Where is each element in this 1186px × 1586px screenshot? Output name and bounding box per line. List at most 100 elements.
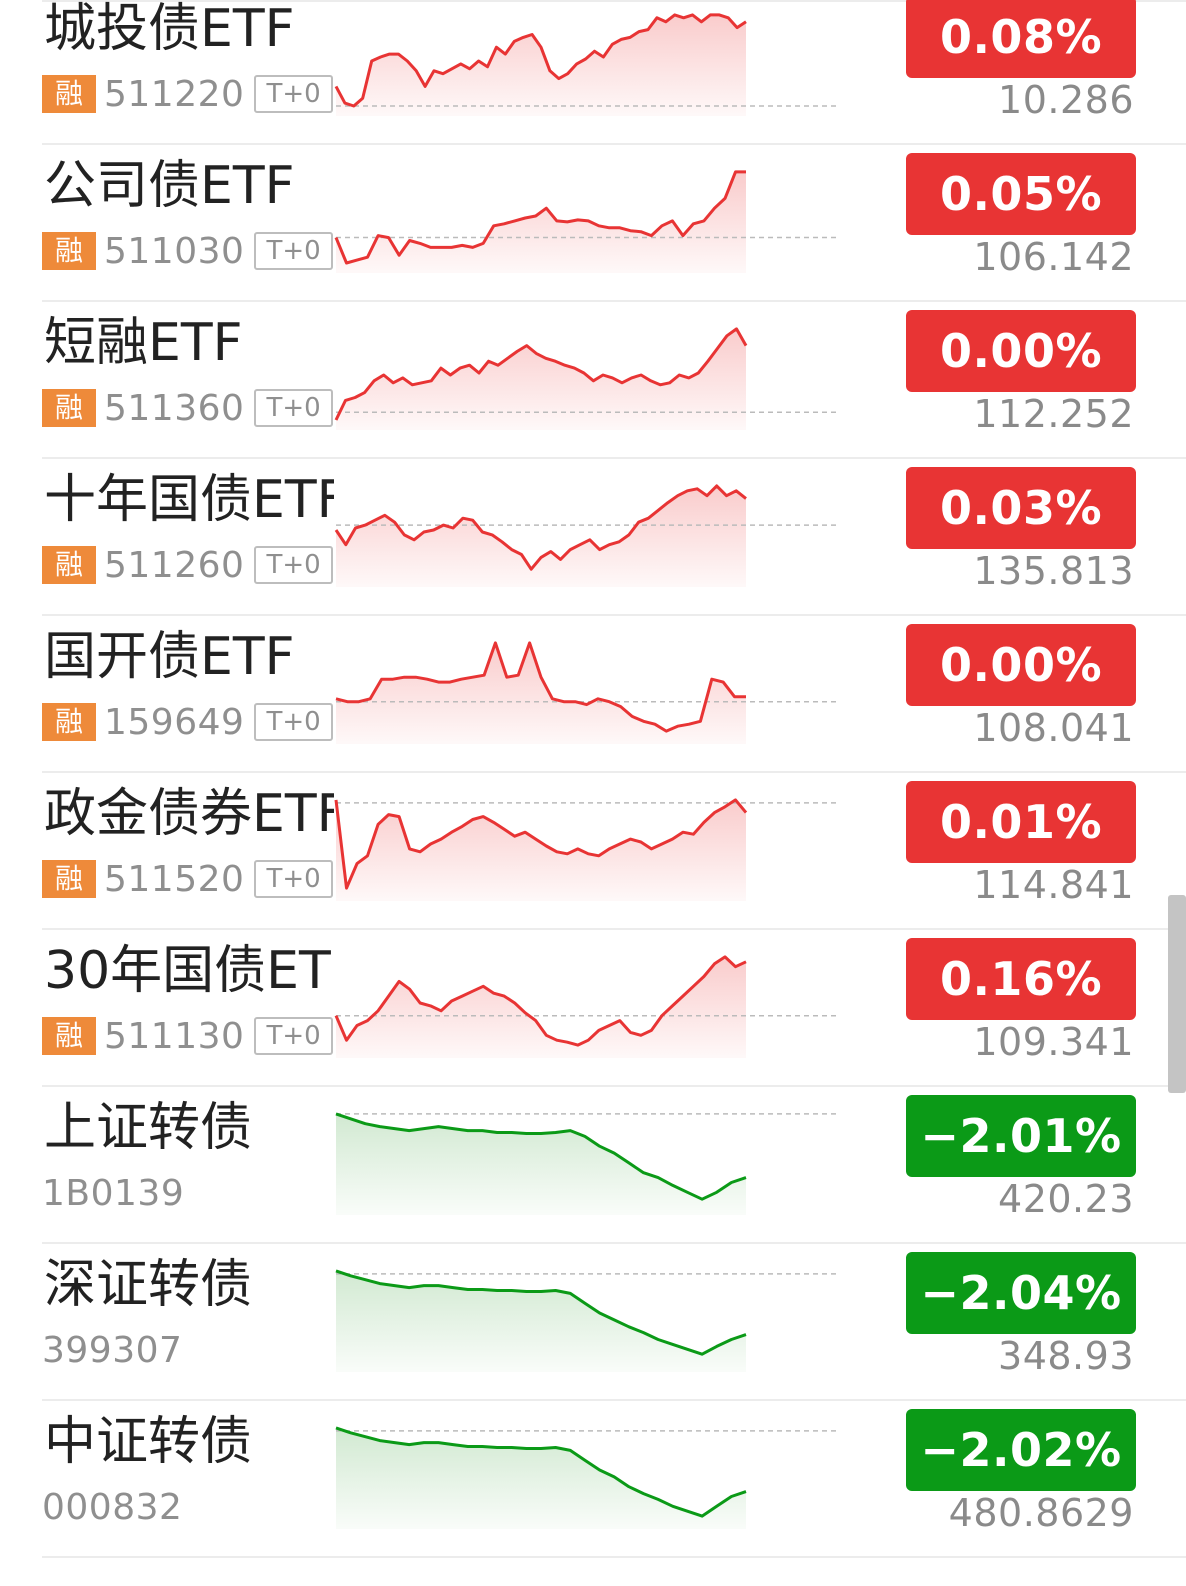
settlement-tag: T+0: [254, 232, 333, 270]
change-percent-badge[interactable]: 0.00%: [906, 624, 1136, 706]
fund-row[interactable]: 城投债ETF 融 511220 T+0 0.08% 10.286: [0, 0, 1186, 145]
fund-name: 30年国债ET…: [44, 941, 334, 1001]
settlement-tag: T+0: [254, 75, 333, 113]
sparkline-area: [336, 799, 746, 901]
sparkline-line: [334, 170, 746, 265]
row-divider: [42, 1242, 1186, 1244]
fund-code: 399307: [42, 1329, 183, 1371]
change-percent-badge[interactable]: 0.16%: [906, 938, 1136, 1020]
fund-meta: 融 511220 T+0: [42, 72, 333, 116]
sparkline-line: [335, 1112, 747, 1201]
last-price: 106.142: [973, 235, 1134, 279]
row-divider: [42, 457, 1186, 459]
fund-row[interactable]: 公司债ETF 融 511030 T+0 0.05% 106.142: [0, 145, 1186, 302]
row-divider: [42, 1399, 1186, 1401]
fund-meta: 融 159649 T+0: [42, 700, 333, 744]
fund-meta: 融 511130 T+0: [42, 1014, 333, 1058]
sparkline-chart: [334, 13, 838, 116]
fund-meta: 399307: [42, 1328, 192, 1372]
top-divider: [42, 0, 1186, 2]
fund-meta: 融 511260 T+0: [42, 543, 333, 587]
change-percent-badge[interactable]: −2.01%: [906, 1095, 1136, 1177]
change-percent-badge[interactable]: 0.00%: [906, 310, 1136, 392]
last-price: 112.252: [973, 392, 1134, 436]
fund-name: 城投债ETF: [44, 0, 295, 59]
change-percent-badge[interactable]: 0.08%: [906, 0, 1136, 78]
row-divider: [42, 143, 1186, 145]
margin-trading-badge: 融: [42, 232, 96, 270]
fund-code: 511520: [104, 858, 245, 900]
last-price: 348.93: [998, 1334, 1134, 1378]
last-price: 10.286: [998, 78, 1134, 122]
fund-row[interactable]: 深证转债 399307 −2.04% 348.93: [0, 1244, 1186, 1401]
fund-name: 中证转债: [44, 1412, 253, 1472]
fund-meta: 1B0139: [42, 1171, 194, 1215]
sparkline-chart: [334, 484, 838, 587]
margin-trading-badge: 融: [42, 703, 96, 741]
sparkline-area: [336, 1113, 746, 1215]
fund-row[interactable]: 短融ETF 融 511360 T+0 0.00% 112.252: [0, 302, 1186, 459]
sparkline-line: [334, 798, 748, 890]
fund-row[interactable]: 中证转债 000832 −2.02% 480.8629: [0, 1401, 1186, 1558]
fund-name: 公司债ETF: [44, 156, 295, 216]
fund-name: 上证转债: [44, 1098, 253, 1158]
fund-row[interactable]: 上证转债 1B0139 −2.01% 420.23: [0, 1087, 1186, 1244]
fund-code: 000832: [42, 1486, 183, 1528]
row-divider: [42, 1556, 1186, 1558]
change-percent-badge[interactable]: −2.04%: [906, 1252, 1136, 1334]
sparkline-line: [334, 13, 747, 108]
last-price: 109.341: [973, 1020, 1134, 1064]
change-percent-badge[interactable]: −2.02%: [906, 1409, 1136, 1491]
settlement-tag: T+0: [254, 703, 333, 741]
fund-meta: 融 511360 T+0: [42, 386, 333, 430]
sparkline-area: [336, 1427, 746, 1529]
fund-row[interactable]: 国开债ETF 融 159649 T+0 0.00% 108.041: [0, 616, 1186, 773]
sparkline-chart: [335, 1112, 838, 1215]
margin-trading-badge: 融: [42, 1017, 96, 1055]
sparkline-area: [336, 956, 746, 1058]
sparkline-area: [336, 485, 746, 587]
sparkline-area: [336, 14, 746, 116]
margin-trading-badge: 融: [42, 546, 96, 584]
margin-trading-badge: 融: [42, 75, 96, 113]
last-price: 108.041: [973, 706, 1134, 750]
sparkline-line: [335, 1269, 747, 1356]
sparkline-line: [334, 955, 747, 1047]
sparkline-line: [335, 1426, 747, 1518]
fund-code: 511260: [104, 544, 245, 586]
last-price: 135.813: [973, 549, 1134, 593]
sparkline-chart: [335, 1426, 838, 1529]
sparkline-area: [336, 171, 746, 273]
sparkline-line: [334, 484, 747, 571]
row-divider: [42, 928, 1186, 930]
sparkline-chart: [334, 955, 838, 1058]
last-price: 114.841: [973, 863, 1134, 907]
sparkline-chart: [334, 170, 838, 273]
fund-name: 深证转债: [44, 1255, 253, 1315]
fund-name: 国开债ETF: [44, 627, 295, 687]
fund-row[interactable]: 政金债券ETF 融 511520 T+0 0.01% 114.841: [0, 773, 1186, 930]
scrollbar[interactable]: [1168, 895, 1186, 1093]
fund-meta: 融 511520 T+0: [42, 857, 333, 901]
fund-row[interactable]: 十年国债ETF 融 511260 T+0 0.03% 135.813: [0, 459, 1186, 616]
row-divider: [42, 614, 1186, 616]
fund-meta: 000832: [42, 1485, 192, 1529]
fund-code: 511220: [104, 73, 245, 115]
sparkline-chart: [335, 1269, 838, 1372]
sparkline-chart: [335, 641, 838, 744]
sparkline-area: [336, 1270, 746, 1372]
sparkline-line: [335, 641, 746, 733]
sparkline-area: [336, 328, 746, 430]
settlement-tag: T+0: [254, 546, 333, 584]
change-percent-badge[interactable]: 0.01%: [906, 781, 1136, 863]
settlement-tag: T+0: [254, 860, 333, 898]
fund-name: 短融ETF: [44, 313, 243, 373]
sparkline-line: [334, 327, 748, 421]
row-divider: [42, 1085, 1186, 1087]
change-percent-badge[interactable]: 0.03%: [906, 467, 1136, 549]
sparkline-area: [336, 642, 746, 744]
change-percent-badge[interactable]: 0.05%: [906, 153, 1136, 235]
fund-code: 159649: [104, 701, 245, 743]
last-price: 480.8629: [948, 1491, 1134, 1535]
